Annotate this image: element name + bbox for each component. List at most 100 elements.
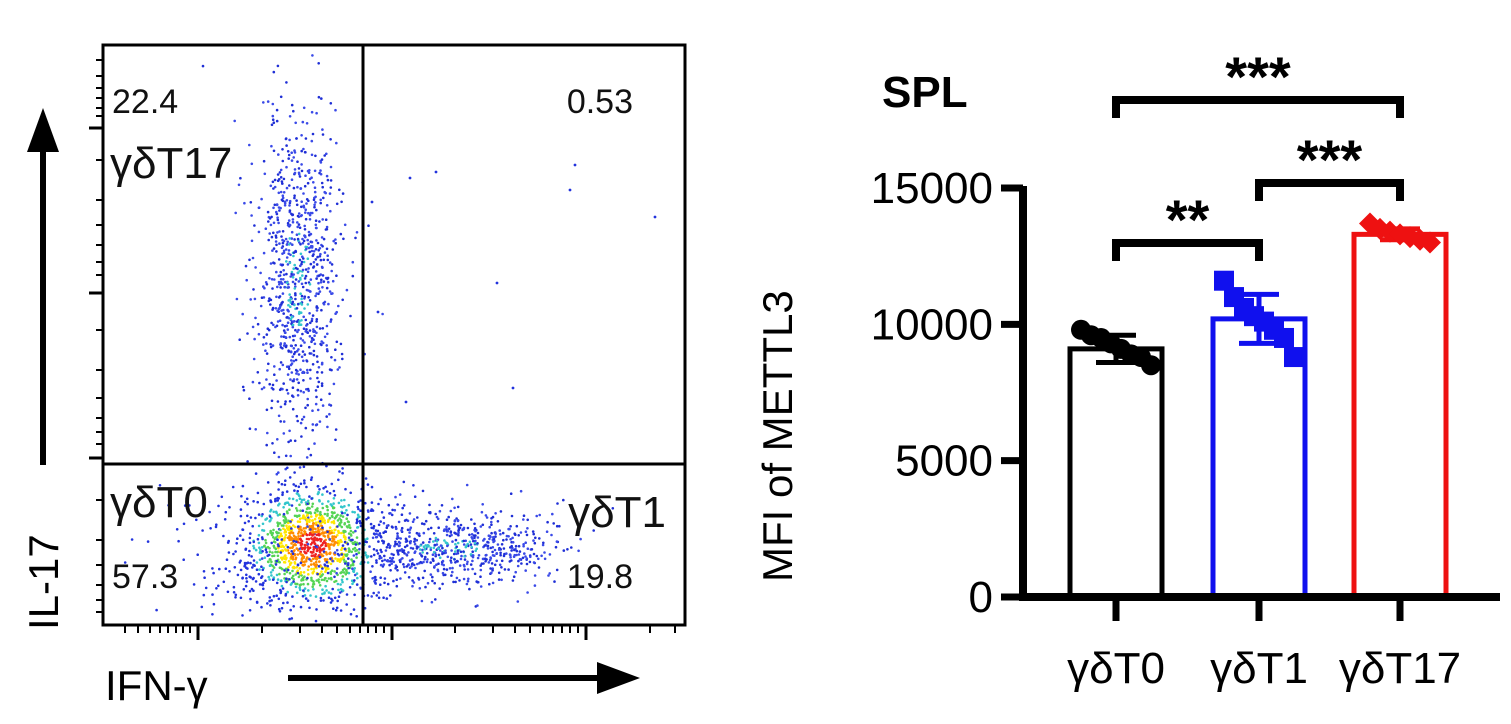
flow-event-dot: [337, 478, 340, 482]
flow-event-dot: [370, 595, 374, 598]
flow-event-dot: [272, 528, 275, 532]
flow-event-dot: [188, 504, 191, 507]
flow-event-dot: [284, 518, 288, 521]
flow-event-dot: [314, 248, 318, 251]
flow-event-dot: [421, 551, 425, 554]
flow-event-dot: [228, 506, 231, 509]
flow-event-dot: [280, 482, 284, 486]
flow-event-dot: [299, 243, 302, 246]
flow-event-dot: [412, 581, 416, 584]
flow-event-dot: [333, 575, 336, 579]
flow-event-dot: [262, 336, 266, 339]
flow-event-dot: [254, 316, 257, 320]
flow-event-dot: [308, 507, 311, 510]
flow-event-dot: [313, 190, 317, 194]
flow-event-dot: [383, 581, 386, 585]
flow-event-dot: [356, 526, 359, 529]
flow-event-dot: [290, 555, 293, 559]
flow-event-dot: [275, 243, 278, 247]
flow-event-dot: [338, 366, 341, 369]
flow-event-dot: [280, 534, 284, 538]
flow-event-dot: [343, 522, 347, 525]
flow-event-dot: [495, 552, 499, 555]
flow-event-dot: [355, 231, 359, 234]
flow-event-dot: [289, 583, 293, 586]
flow-event-dot: [287, 367, 291, 371]
flow-event-dot: [480, 510, 484, 514]
flow-event-dot: [497, 578, 501, 581]
flow-event-dot: [291, 213, 294, 217]
flow-event-dot: [268, 547, 271, 550]
flow-event-dot: [307, 573, 310, 576]
flow-event-dot: [269, 510, 272, 513]
flow-event-dot: [462, 543, 466, 546]
flow-event-dot: [462, 577, 466, 581]
flow-event-dot: [277, 607, 281, 611]
flow-event-dot: [328, 392, 331, 396]
flow-event-dot: [411, 558, 414, 561]
flow-event-dot: [313, 342, 317, 346]
flow-event-dot: [289, 344, 293, 348]
flow-event-dot: [278, 561, 282, 564]
flow-event-dot: [305, 520, 309, 523]
flow-event-dot: [304, 546, 307, 549]
flow-event-dot: [294, 585, 298, 589]
flow-event-dot: [516, 600, 520, 603]
flow-event-dot: [353, 573, 357, 577]
flow-event-dot: [304, 318, 308, 322]
flow-event-dot: [245, 577, 248, 580]
flow-event-dot: [454, 532, 457, 535]
flow-event-dot: [359, 562, 363, 565]
flow-event-dot: [435, 515, 439, 519]
flow-event-dot: [291, 276, 295, 279]
flow-event-dot: [469, 563, 473, 566]
flow-event-dot: [297, 212, 301, 215]
flow-event-dot: [334, 438, 337, 442]
flow-event-dot: [261, 513, 264, 516]
flow-event-dot: [308, 329, 312, 332]
flow-event-dot: [399, 537, 403, 540]
flow-event-dot: [289, 297, 293, 301]
flow-event-dot: [463, 555, 466, 558]
flow-event-dot: [285, 186, 289, 190]
flow-event-dot: [322, 487, 325, 490]
flow-event-dot: [351, 582, 354, 586]
flow-event-dot: [306, 169, 310, 173]
flow-event-dot: [422, 531, 426, 535]
flow-event-dot: [555, 568, 559, 572]
flow-event-dot: [543, 557, 547, 561]
flow-event-dot: [535, 514, 538, 518]
flow-event-dot: [462, 563, 466, 567]
flow-event-dot: [323, 591, 326, 594]
flow-event-dot: [494, 535, 497, 538]
flow-event-dot: [473, 572, 477, 576]
ifng-axis-arrow-head: [597, 662, 640, 694]
flow-event-dot: [432, 532, 436, 535]
flow-event-dot: [236, 573, 240, 577]
flow-event-dot: [476, 581, 480, 584]
flow-event-dot: [309, 244, 313, 248]
flow-event-dot: [378, 554, 382, 558]
flow-event-dot: [299, 292, 302, 296]
flow-event-dot: [291, 497, 295, 501]
flow-event-dot: [248, 258, 251, 262]
flow-event-dot: [298, 497, 302, 501]
flow-event-dot: [404, 537, 408, 541]
flow-event-dot: [293, 171, 297, 175]
flow-event-dot: [490, 523, 493, 526]
flow-event-dot: [299, 534, 303, 538]
flow-event-dot: [275, 379, 278, 382]
flow-event-dot: [416, 562, 419, 566]
flow-event-dot: [411, 579, 414, 582]
flow-event-dot: [315, 239, 318, 242]
flow-event-dot: [277, 480, 281, 484]
flow-event-dot: [390, 513, 394, 517]
flow-event-dot: [332, 520, 336, 523]
flow-event-dot: [328, 547, 331, 551]
flow-event-dot: [289, 363, 293, 367]
flow-event-dot: [288, 536, 292, 539]
flow-event-dot: [369, 522, 373, 526]
flow-event-dot: [248, 427, 252, 431]
flow-event-dot: [279, 528, 282, 532]
flow-event-dot: [340, 499, 343, 502]
